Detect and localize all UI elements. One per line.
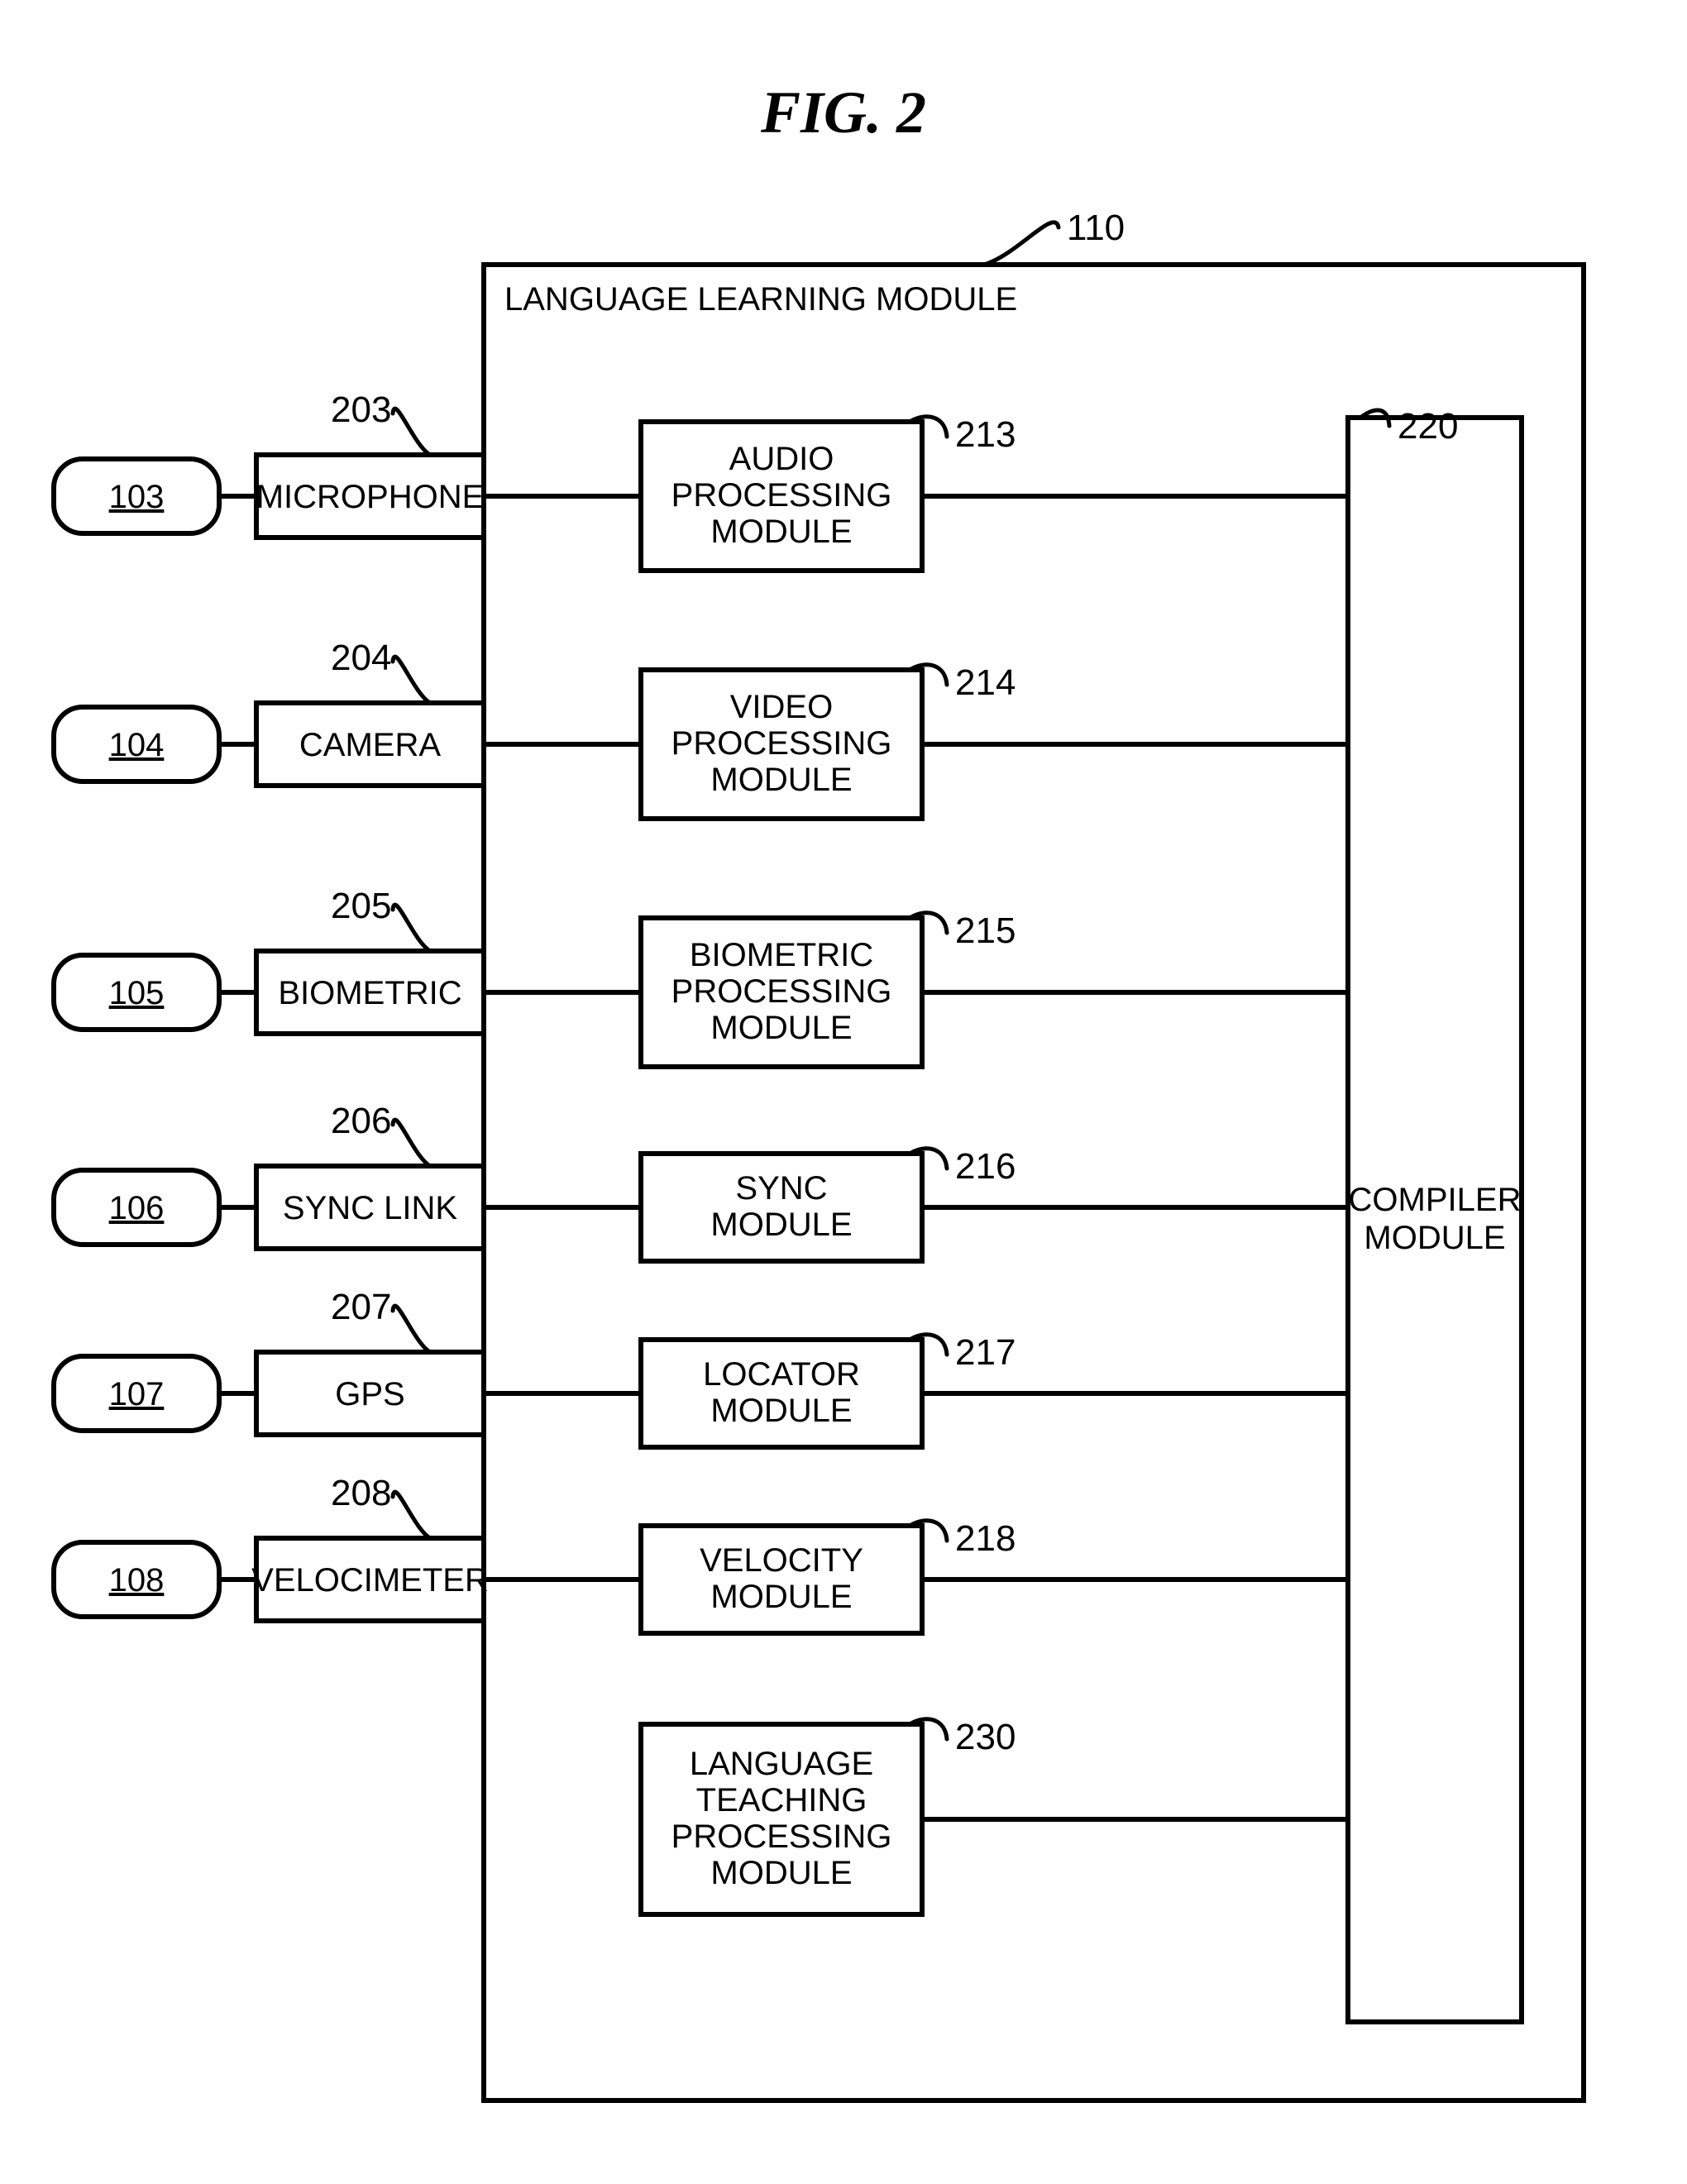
input-pill-ref: 103 (109, 479, 165, 515)
proc-ref: 214 (955, 662, 1016, 703)
proc-ref: 215 (955, 910, 1016, 951)
sensor-label: VELOCIMETER (251, 1562, 489, 1599)
leader-module (984, 222, 1059, 265)
input-pill-ref: 106 (109, 1190, 165, 1226)
leader-sensor (393, 905, 430, 951)
proc-label: MODULE (710, 762, 852, 798)
proc-label: VELOCITY (700, 1542, 863, 1579)
figure-diagram: FIG. 2 LANGUAGE LEARNING MODULE 110 COMPILE… (0, 0, 1687, 2184)
module-title: LANGUAGE LEARNING MODULE (504, 281, 1017, 318)
input-pill-ref: 108 (109, 1562, 165, 1599)
sensor-label: MICROPHONE (256, 479, 485, 515)
module-ref: 110 (1067, 208, 1125, 248)
sensor-label: GPS (335, 1376, 404, 1412)
teaching-label: LANGUAGE (690, 1746, 873, 1782)
input-pill-ref: 104 (109, 727, 165, 763)
compiler-ref: 220 (1398, 406, 1458, 447)
proc-label: AUDIO (729, 441, 834, 477)
leader-sensor (393, 1306, 430, 1352)
teaching-label: TEACHING (696, 1782, 867, 1818)
sensor-label: BIOMETRIC (278, 975, 461, 1011)
sensor-label: CAMERA (299, 727, 441, 763)
proc-label: PROCESSING (671, 477, 892, 514)
sensor-ref: 207 (331, 1287, 391, 1327)
sensor-ref: 203 (331, 389, 391, 430)
sensor-label: SYNC LINK (283, 1190, 457, 1226)
sensor-ref: 208 (331, 1473, 391, 1513)
proc-ref: 218 (955, 1518, 1016, 1559)
teaching-ref: 230 (955, 1717, 1016, 1757)
proc-label: PROCESSING (671, 725, 892, 762)
proc-label: MODULE (710, 514, 852, 550)
proc-ref: 217 (955, 1332, 1016, 1373)
leader-sensor (393, 409, 430, 455)
proc-label: MODULE (710, 1579, 852, 1615)
proc-label: MODULE (710, 1207, 852, 1243)
compiler-label: MODULE (1364, 1220, 1505, 1256)
input-pill-ref: 105 (109, 975, 165, 1011)
proc-label: VIDEO (730, 689, 833, 725)
sensor-ref: 204 (331, 638, 391, 678)
leader-sensor (393, 1120, 430, 1166)
sensor-ref: 205 (331, 886, 391, 926)
proc-label: BIOMETRIC (690, 937, 873, 973)
proc-label: MODULE (710, 1010, 852, 1046)
proc-label: LOCATOR (703, 1356, 860, 1393)
compiler-label: COMPILER (1349, 1182, 1522, 1218)
input-pill-ref: 107 (109, 1376, 165, 1412)
leader-sensor (393, 657, 430, 703)
figure-title: FIG. 2 (760, 79, 926, 146)
sensor-ref: 206 (331, 1101, 391, 1141)
teaching-label: MODULE (710, 1855, 852, 1891)
proc-ref: 216 (955, 1146, 1016, 1187)
proc-label: PROCESSING (671, 973, 892, 1010)
proc-label: SYNC (735, 1170, 827, 1207)
teaching-label: PROCESSING (671, 1818, 892, 1855)
proc-ref: 213 (955, 414, 1016, 455)
proc-label: MODULE (710, 1393, 852, 1429)
leader-sensor (393, 1492, 430, 1538)
